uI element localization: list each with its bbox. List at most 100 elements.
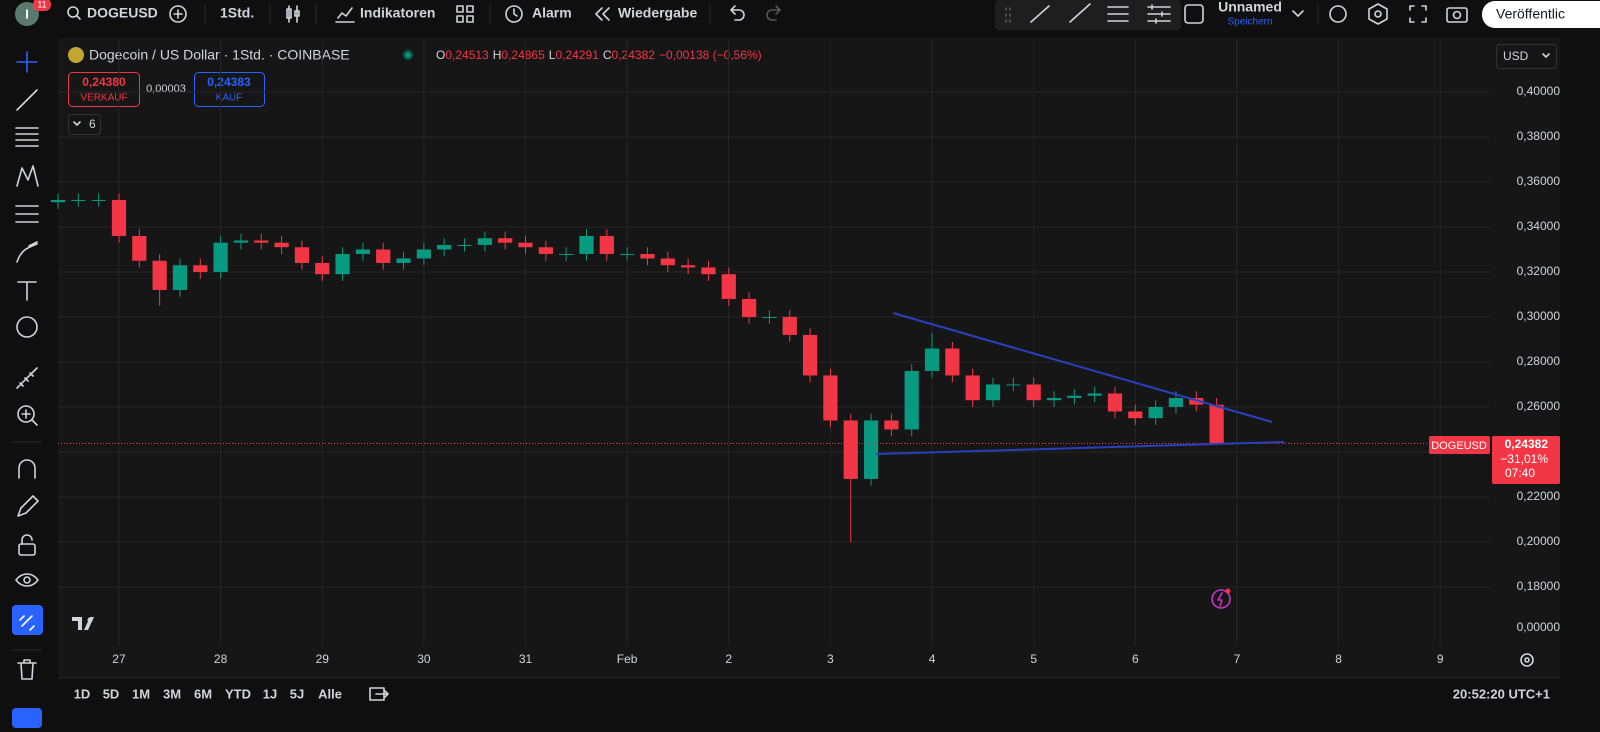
ohlc: O0,24513 H0,24865 L0,24291 C0,24382 −0,00138… [436, 48, 762, 62]
range-button[interactable]: 5J [290, 686, 304, 701]
candle-body [396, 258, 411, 263]
x-tick-label: 9 [1437, 652, 1444, 666]
emoji-tool[interactable] [16, 316, 38, 338]
symbol[interactable]: DOGEUSD [87, 5, 158, 21]
compare-icon[interactable] [169, 5, 187, 23]
settings-icon[interactable] [1368, 3, 1388, 25]
zero-label: 0,00000 [1517, 620, 1561, 634]
range-button[interactable]: 1D [74, 686, 91, 701]
candle-body [274, 242, 289, 248]
layout-icon[interactable] [1184, 4, 1204, 24]
x-tick-label: 28 [214, 652, 228, 666]
l-value: 0,24291 [555, 48, 599, 62]
buy-label: KAUF [216, 93, 243, 104]
lock-tool[interactable] [18, 543, 36, 556]
layout-name[interactable]: Unnamed [1218, 0, 1282, 15]
alarm-icon[interactable] [505, 5, 523, 23]
templates-icon[interactable] [456, 5, 474, 23]
candle-body [599, 235, 614, 254]
indicators-toggle[interactable] [68, 114, 101, 135]
fib-tool[interactable] [1107, 6, 1129, 22]
quick-search-icon[interactable] [1329, 5, 1347, 23]
range-button[interactable]: YTD [225, 686, 251, 701]
drag-handle[interactable] [1005, 7, 1011, 23]
y-tick-label: 0,38000 [1517, 129, 1561, 143]
replay-button[interactable]: Wiedergabe [618, 5, 697, 21]
delete-tool[interactable] [17, 659, 37, 680]
sell-button[interactable] [68, 72, 140, 107]
zoom-tool[interactable] [17, 405, 35, 423]
magnet-tool[interactable] [18, 459, 36, 479]
candle-body [1067, 395, 1082, 398]
undo-icon[interactable] [730, 5, 745, 21]
range-button[interactable]: 6M [194, 686, 212, 701]
price-box-price: 0,24382 [1505, 437, 1549, 451]
currency-button[interactable] [1496, 44, 1557, 69]
candle-body [315, 262, 330, 275]
lock-tool [21, 534, 33, 545]
prediction-tool[interactable] [15, 205, 39, 223]
replay-icon[interactable] [595, 7, 610, 21]
clock[interactable]: 20:52:20 UTC+1 [1453, 686, 1550, 701]
buy-button[interactable] [194, 72, 265, 107]
line-tool[interactable] [16, 89, 38, 111]
candle-body [518, 242, 533, 248]
brush-tool[interactable] [16, 241, 38, 263]
coin-icon [68, 47, 84, 63]
link-icon [19, 615, 35, 631]
drawing-mode-tool[interactable] [17, 495, 39, 517]
fullscreen-icon[interactable] [1409, 5, 1427, 23]
alarm-button[interactable]: Alarm [532, 5, 572, 21]
candle-body [1087, 393, 1102, 396]
trendline[interactable] [892, 312, 1273, 423]
hide-tool[interactable] [15, 573, 39, 587]
pattern-tool[interactable] [16, 165, 39, 187]
publish-label: Veröffentlic [1496, 6, 1565, 22]
trendline-tool[interactable] [1030, 5, 1050, 23]
ruler-tool[interactable] [16, 367, 38, 389]
publish-button[interactable] [1482, 1, 1600, 28]
h-label: H [493, 48, 502, 62]
interval[interactable]: 1Std. [220, 5, 254, 21]
x-tick-label: 27 [112, 652, 126, 666]
avatar[interactable] [15, 2, 39, 26]
x-tick-label: Feb [617, 652, 638, 666]
x-tick-label: 2 [725, 652, 732, 666]
indicator-icon[interactable] [335, 7, 355, 23]
candle-body [193, 265, 208, 272]
badge [33, 0, 51, 11]
symbol-tag-label: DOGEUSD [1431, 440, 1487, 452]
range-button[interactable]: 1M [132, 686, 150, 701]
candle-body [1148, 406, 1163, 419]
price-box [1492, 436, 1560, 484]
alarm-icon [513, 8, 518, 17]
symbol-title: Dogecoin / US Dollar · 1Std. · COINBASE [89, 47, 350, 63]
indicator-count: 6 [89, 117, 96, 131]
range-button[interactable]: Alle [318, 686, 342, 701]
ideas-icon[interactable] [1211, 589, 1231, 609]
axis-settings[interactable] [1520, 653, 1534, 667]
range-button[interactable]: 1J [263, 686, 277, 701]
candle-body [640, 253, 655, 259]
trendline[interactable] [875, 441, 1285, 455]
layout-menu[interactable] [1292, 10, 1304, 17]
candle-body [111, 199, 127, 236]
parallel-tool[interactable] [1147, 4, 1171, 24]
chart-type-icon[interactable] [286, 5, 300, 23]
range-button[interactable]: 3M [163, 686, 181, 701]
ray-tool[interactable] [1069, 3, 1091, 23]
fib-tool[interactable] [15, 127, 39, 147]
text-tool[interactable] [17, 281, 37, 301]
indicators-button[interactable]: Indikatoren [360, 5, 435, 21]
save-button[interactable]: Speichern [1227, 17, 1272, 28]
snapshot-icon[interactable] [1446, 7, 1468, 23]
candle-body [457, 244, 472, 246]
search-icon[interactable] [67, 6, 79, 18]
crosshair-tool[interactable] [16, 51, 38, 73]
y-tick-label: 0,22000 [1517, 489, 1561, 503]
redo-icon[interactable] [766, 5, 781, 21]
date-range-icon[interactable] [369, 687, 389, 701]
range-button[interactable]: 5D [103, 686, 120, 701]
bottom-tool[interactable] [12, 708, 42, 728]
price-box-change: −31,01% [1500, 452, 1548, 466]
